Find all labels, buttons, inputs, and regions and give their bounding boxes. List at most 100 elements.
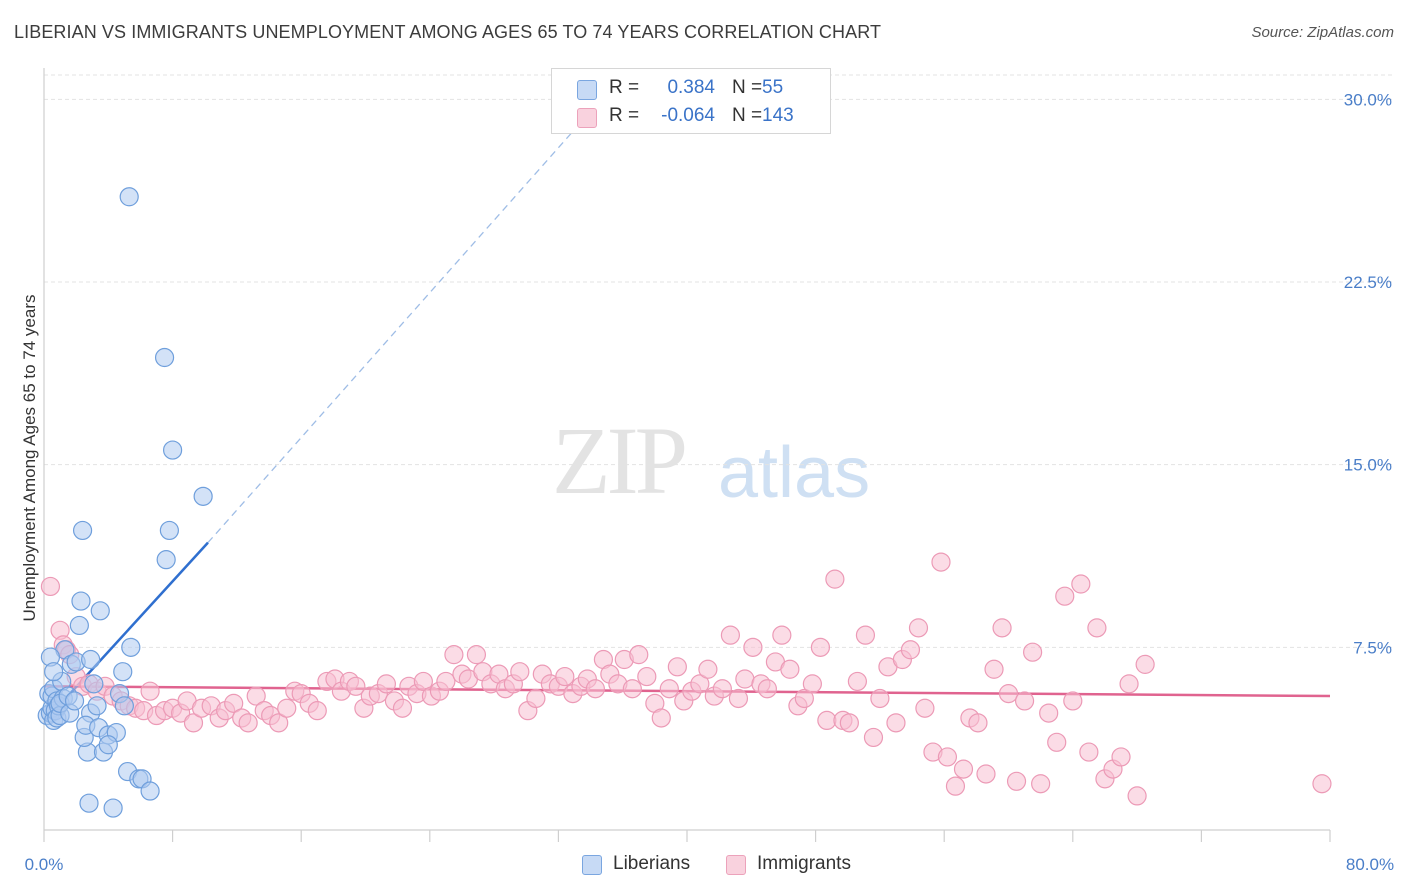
immigrants-point bbox=[937, 747, 958, 767]
immigrants-point bbox=[855, 625, 876, 645]
r-label: R = bbox=[609, 105, 640, 126]
immigrants-swatch bbox=[726, 855, 746, 875]
liberians-point bbox=[84, 674, 104, 694]
gridlines bbox=[44, 74, 1392, 648]
liberians-swatch bbox=[577, 80, 597, 100]
watermark-zip: ZIP bbox=[552, 407, 688, 514]
liberians-point bbox=[79, 793, 99, 813]
immigrants-point bbox=[392, 698, 413, 718]
immigrants-point bbox=[585, 679, 605, 699]
immigrants-point bbox=[1006, 771, 1027, 791]
liberians-point bbox=[98, 735, 118, 755]
liberians-point bbox=[159, 520, 179, 541]
immigrants-point bbox=[1079, 742, 1099, 762]
n-label: N = bbox=[732, 105, 763, 126]
y-tick-label: 15.0% bbox=[1344, 456, 1392, 475]
immigrants-point bbox=[637, 666, 657, 687]
liberians-point bbox=[90, 601, 110, 621]
trend-lines bbox=[43, 111, 1331, 722]
liberians-point bbox=[64, 691, 85, 711]
immigrants-point bbox=[238, 713, 258, 733]
liberians-point bbox=[156, 550, 176, 570]
source-label: Source: ZipAtlas.com bbox=[1251, 24, 1394, 41]
immigrants-point bbox=[886, 713, 906, 733]
n-label: N = bbox=[732, 77, 763, 98]
immigrants-point bbox=[976, 764, 996, 784]
legend-label: Immigrants bbox=[757, 853, 851, 874]
immigrants-point bbox=[1047, 732, 1067, 752]
immigrants-point bbox=[1031, 774, 1051, 794]
r-label: R = bbox=[609, 77, 640, 98]
r-value: 0.384 bbox=[667, 77, 715, 98]
liberians-point bbox=[71, 591, 91, 611]
immigrants-point bbox=[444, 645, 464, 665]
immigrants-point bbox=[1071, 574, 1091, 594]
immigrants-points bbox=[40, 552, 1332, 806]
immigrants-point bbox=[1119, 674, 1139, 694]
immigrants-point bbox=[915, 698, 935, 718]
immigrants-point bbox=[825, 569, 845, 589]
legend-label: Liberians bbox=[613, 853, 691, 874]
immigrants-point bbox=[839, 713, 859, 733]
immigrants-point bbox=[992, 618, 1012, 638]
immigrants-point bbox=[466, 645, 487, 665]
watermark-atlas: atlas bbox=[718, 433, 871, 513]
immigrants-point bbox=[870, 688, 890, 709]
immigrants-point bbox=[307, 701, 327, 721]
immigrants-point bbox=[1014, 691, 1035, 711]
immigrants-point bbox=[1135, 654, 1155, 674]
immigrants-point bbox=[183, 713, 204, 733]
immigrants-point bbox=[735, 669, 755, 689]
immigrants-point bbox=[810, 637, 831, 657]
legend-row-immigrants: R = -0.064 N = 143 bbox=[552, 101, 830, 129]
liberians-point bbox=[113, 662, 133, 682]
liberians-point bbox=[44, 662, 64, 682]
immigrants-point bbox=[667, 657, 687, 677]
immigrants-point bbox=[1023, 642, 1043, 662]
y-axis-label: Unemployment Among Ages 65 to 74 years bbox=[20, 295, 39, 622]
immigrants-point bbox=[555, 666, 575, 687]
immigrants-point bbox=[413, 671, 433, 692]
liberians-point bbox=[103, 798, 123, 818]
immigrants-point bbox=[140, 681, 160, 701]
immigrants-swatch bbox=[577, 108, 597, 128]
immigrants-point bbox=[931, 552, 951, 572]
immigrants-point bbox=[1055, 586, 1075, 606]
y-tick-label: 30.0% bbox=[1344, 90, 1392, 109]
immigrants-point bbox=[269, 713, 289, 733]
immigrants-point bbox=[953, 759, 974, 779]
x-tick-label: 80.0% bbox=[1346, 855, 1394, 874]
liberians-point bbox=[163, 440, 183, 460]
immigrants-point bbox=[436, 671, 456, 692]
immigrants-point bbox=[651, 708, 671, 728]
immigrants-point bbox=[346, 676, 366, 696]
y-tick-label: 7.5% bbox=[1353, 638, 1392, 657]
immigrants-point bbox=[794, 688, 814, 709]
immigrants-point bbox=[690, 674, 710, 694]
liberians-point bbox=[87, 696, 107, 716]
immigrants-point bbox=[908, 618, 929, 638]
liberians-point bbox=[140, 781, 160, 801]
liberians-point bbox=[119, 187, 139, 207]
immigrants-point bbox=[780, 659, 800, 679]
immigrants-point bbox=[772, 625, 792, 645]
immigrants-point bbox=[698, 659, 718, 679]
liberians-point bbox=[154, 347, 175, 368]
liberians-point bbox=[114, 696, 134, 716]
immigrants-point bbox=[1087, 618, 1107, 638]
r-value: -0.064 bbox=[661, 105, 715, 126]
immigrants-point bbox=[246, 686, 266, 706]
correlation-legend: R = 0.384 N = 55 R = -0.064 N = 143 bbox=[551, 68, 831, 134]
immigrants-point bbox=[526, 688, 546, 709]
liberians-points bbox=[37, 187, 213, 818]
immigrants-point bbox=[510, 662, 530, 682]
immigrants-point bbox=[376, 674, 396, 694]
immigrants-point bbox=[1312, 774, 1332, 794]
immigrants-point bbox=[659, 679, 679, 699]
immigrants-point bbox=[817, 710, 837, 731]
immigrants-point bbox=[40, 576, 61, 597]
immigrants-point bbox=[728, 688, 749, 709]
immigrants-point bbox=[1111, 747, 1131, 767]
immigrants-point bbox=[720, 625, 741, 645]
liberians-point bbox=[81, 649, 101, 670]
